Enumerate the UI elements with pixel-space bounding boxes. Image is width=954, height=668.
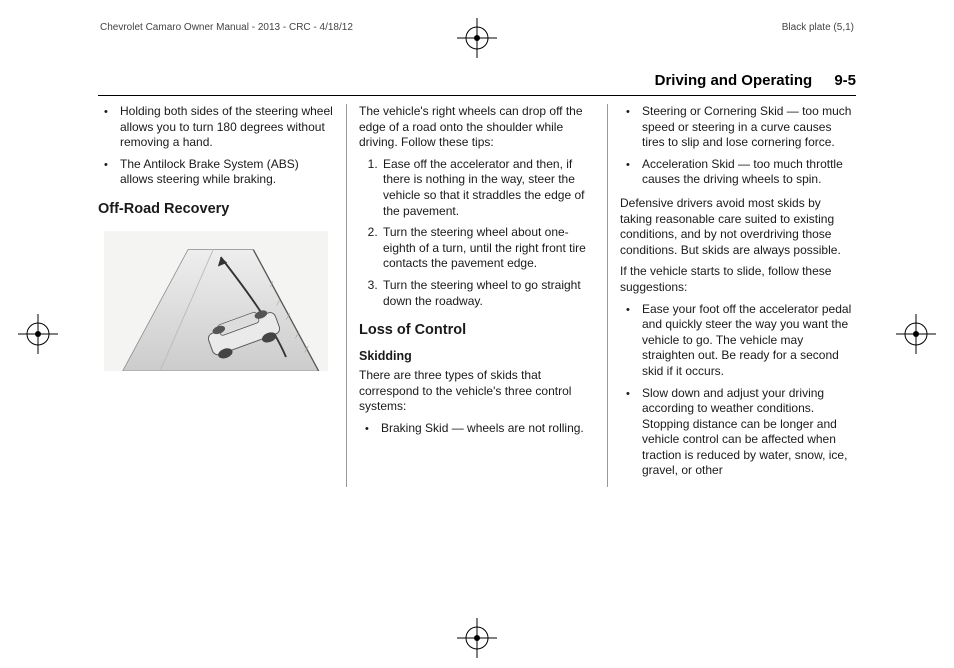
section-title: Driving and Operating bbox=[655, 72, 813, 89]
bullet-list: Ease your foot off the accelerator pedal… bbox=[620, 302, 856, 480]
list-item: Acceleration Skid — too much throttle ca… bbox=[642, 157, 856, 188]
bullet-list: Braking Skid — wheels are not rolling. bbox=[359, 421, 595, 437]
list-item: Turn the steering wheel about one-eighth… bbox=[381, 225, 595, 272]
list-item: Holding both sides of the steering wheel… bbox=[120, 104, 334, 151]
list-item: Turn the steering wheel to go straight d… bbox=[381, 278, 595, 309]
bullet-list: Steering or Cornering Skid — too much sp… bbox=[620, 104, 856, 188]
crop-mark-left bbox=[18, 314, 58, 354]
column-separator bbox=[607, 104, 608, 487]
list-item: Ease your foot off the accelerator pedal… bbox=[642, 302, 856, 380]
column-separator bbox=[346, 104, 347, 487]
heading-loss-of-control: Loss of Control bbox=[359, 321, 595, 340]
paragraph: If the vehicle starts to slide, follow t… bbox=[620, 264, 856, 295]
list-item: Braking Skid — wheels are not rolling. bbox=[381, 421, 595, 437]
crop-mark-top bbox=[457, 18, 497, 58]
page-content: Driving and Operating 9-5 Holding both s… bbox=[98, 72, 856, 630]
header-rule bbox=[98, 95, 856, 96]
heading-offroad: Off-Road Recovery bbox=[98, 200, 334, 219]
paragraph: There are three types of skids that corr… bbox=[359, 368, 595, 415]
meta-right: Black plate (5,1) bbox=[782, 22, 854, 33]
list-item: Steering or Cornering Skid — too much sp… bbox=[642, 104, 856, 151]
paragraph: Defensive drivers avoid most skids by ta… bbox=[620, 196, 856, 258]
numbered-list: Ease off the accelerator and then, if th… bbox=[359, 157, 595, 309]
subheading-skidding: Skidding bbox=[359, 348, 595, 364]
column-2: The vehicle's right wheels can drop off … bbox=[349, 104, 605, 487]
page-number: 9-5 bbox=[834, 72, 856, 89]
list-item: Ease off the accelerator and then, if th… bbox=[381, 157, 595, 219]
crop-mark-right bbox=[896, 314, 936, 354]
text-columns: Holding both sides of the steering wheel… bbox=[98, 104, 856, 487]
meta-left: Chevrolet Camaro Owner Manual - 2013 - C… bbox=[100, 22, 353, 33]
bullet-list: Holding both sides of the steering wheel… bbox=[98, 104, 334, 188]
list-item: The Antilock Brake System (ABS) allows s… bbox=[120, 157, 334, 188]
column-3: Steering or Cornering Skid — too much sp… bbox=[610, 104, 856, 487]
column-1: Holding both sides of the steering wheel… bbox=[98, 104, 344, 487]
offroad-illustration bbox=[98, 231, 334, 371]
running-header: Driving and Operating 9-5 bbox=[98, 72, 856, 95]
list-item: Slow down and adjust your driving accord… bbox=[642, 386, 856, 480]
paragraph: The vehicle's right wheels can drop off … bbox=[359, 104, 595, 151]
